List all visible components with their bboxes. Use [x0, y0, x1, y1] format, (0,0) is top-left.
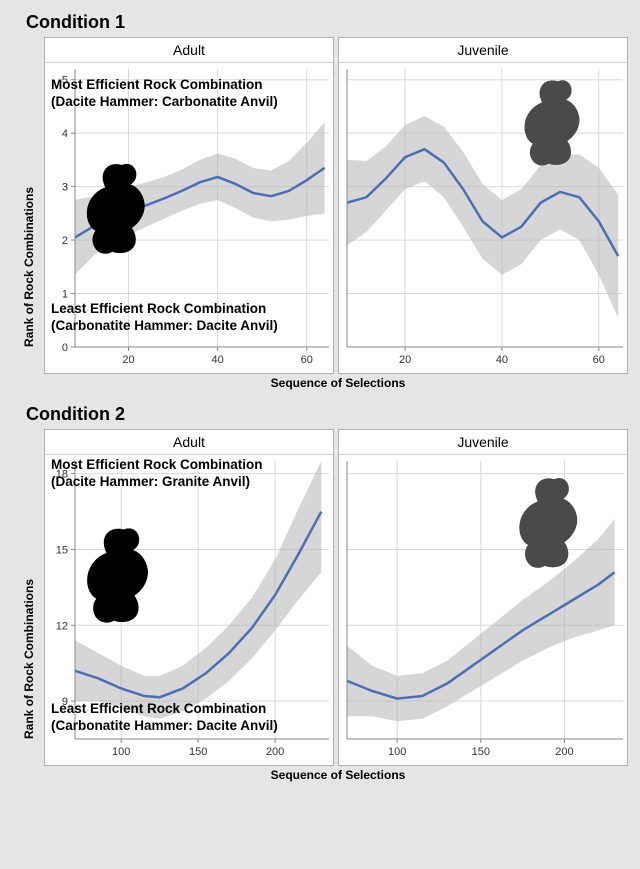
c2-juv-panel: Juvenile 100 150 200	[338, 429, 628, 766]
c1-juv-panel: Juvenile 20 40 60	[338, 37, 628, 374]
c2-adult-panel: Adult 9121518100150200 Most Efficient Ro…	[44, 429, 334, 766]
svg-text:9: 9	[62, 696, 68, 708]
svg-text:12: 12	[56, 620, 68, 632]
svg-text:18: 18	[56, 469, 68, 481]
svg-text:200: 200	[266, 746, 284, 758]
c1-adult-plot: 012345204060 Most Efficient Rock Combina…	[45, 63, 333, 373]
c2-y-label: Rank of Rock Combinations	[22, 579, 36, 739]
c2-juv-plot: 100 150 200	[339, 455, 627, 765]
svg-text:20: 20	[122, 354, 134, 366]
condition-2-title: Condition 2	[26, 404, 632, 425]
chimp-icon	[519, 478, 577, 568]
condition-2: Condition 2 Rank of Rock Combinations Ad…	[8, 404, 632, 782]
svg-text:150: 150	[189, 746, 207, 758]
svg-text:150: 150	[472, 746, 490, 758]
condition-1: Condition 1 Rank of Rock Combinations Ad…	[8, 12, 632, 390]
figure-root: Condition 1 Rank of Rock Combinations Ad…	[0, 0, 640, 808]
c1-juv-svg: 20 40 60	[339, 63, 629, 373]
c1-x-label: Sequence of Selections	[44, 376, 632, 390]
chimp-icon	[525, 80, 580, 165]
svg-text:40: 40	[496, 354, 508, 366]
c2-juv-svg: 100 150 200	[339, 455, 629, 765]
c1-adult-svg: 0 1 2 3 4 5 20 40 60	[45, 63, 335, 373]
svg-text:60: 60	[301, 354, 313, 366]
c1-y-label: Rank of Rock Combinations	[22, 187, 36, 347]
svg-text:100: 100	[112, 746, 130, 758]
c2-x-label: Sequence of Selections	[44, 768, 632, 782]
chimp-icon	[87, 528, 148, 622]
svg-text:15: 15	[56, 544, 68, 556]
c2-adult-header: Adult	[45, 430, 333, 455]
c2-panel-row: Adult 9121518100150200 Most Efficient Ro…	[44, 429, 632, 766]
svg-text:3: 3	[62, 182, 68, 194]
svg-text:2: 2	[62, 235, 68, 247]
c2-adult-plot: 9121518100150200 Most Efficient Rock Com…	[45, 455, 333, 765]
condition-1-title: Condition 1	[26, 12, 632, 33]
svg-text:40: 40	[211, 354, 223, 366]
svg-text:200: 200	[555, 746, 573, 758]
c2-adult-svg: 9 12 15 18 100 150 200	[45, 455, 335, 765]
c2-juv-header: Juvenile	[339, 430, 627, 455]
c1-juv-plot: 20 40 60	[339, 63, 627, 373]
svg-text:1: 1	[62, 289, 68, 301]
svg-text:100: 100	[388, 746, 406, 758]
svg-text:60: 60	[593, 354, 605, 366]
c1-panel-row: Adult 012345204060 Most Efficient Rock C…	[44, 37, 632, 374]
svg-text:0: 0	[62, 342, 68, 354]
svg-text:4: 4	[62, 128, 68, 140]
c1-adult-panel: Adult 012345204060 Most Efficient Rock C…	[44, 37, 334, 374]
c1-adult-header: Adult	[45, 38, 333, 63]
svg-text:5: 5	[62, 75, 68, 87]
c1-juv-header: Juvenile	[339, 38, 627, 63]
svg-text:20: 20	[399, 354, 411, 366]
